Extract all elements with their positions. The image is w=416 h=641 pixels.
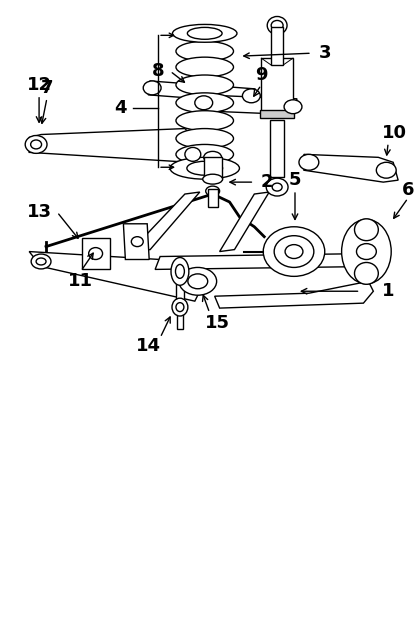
Ellipse shape [179,267,217,296]
Ellipse shape [206,186,220,196]
Ellipse shape [176,93,233,113]
Ellipse shape [272,183,282,191]
Ellipse shape [243,89,260,103]
Polygon shape [130,192,200,251]
Bar [260,110,294,118]
Polygon shape [82,238,109,269]
Ellipse shape [173,24,237,42]
Ellipse shape [187,28,222,39]
Ellipse shape [143,81,161,95]
Ellipse shape [170,157,240,179]
Bar [176,271,184,301]
Bar [261,58,293,113]
Text: 6: 6 [402,181,414,199]
Text: 13: 13 [27,203,52,221]
Text: 7: 7 [41,79,53,97]
Ellipse shape [357,244,376,260]
Ellipse shape [195,96,213,110]
Ellipse shape [188,274,208,288]
Ellipse shape [31,254,51,269]
Ellipse shape [376,162,396,178]
Ellipse shape [176,129,233,149]
Ellipse shape [172,298,188,316]
Text: 3: 3 [319,44,331,62]
Bar [208,189,218,207]
Ellipse shape [187,162,223,175]
Text: 14: 14 [136,337,161,355]
Ellipse shape [176,57,233,77]
Polygon shape [215,281,373,308]
Ellipse shape [263,227,325,276]
Text: 8: 8 [152,62,164,80]
Ellipse shape [299,154,319,171]
Text: 1: 1 [382,282,394,300]
Polygon shape [29,251,200,301]
Ellipse shape [176,144,233,164]
Text: 5: 5 [289,171,301,189]
Text: 15: 15 [205,314,230,332]
Ellipse shape [176,265,184,278]
Ellipse shape [176,41,233,61]
Ellipse shape [25,135,47,153]
Polygon shape [155,254,373,269]
Bar [271,28,283,65]
Ellipse shape [185,147,201,162]
Polygon shape [124,224,149,260]
Text: 10: 10 [382,124,407,142]
Ellipse shape [31,140,42,149]
Ellipse shape [203,174,223,184]
Ellipse shape [89,247,103,260]
Polygon shape [200,95,297,115]
Bar [270,120,284,177]
Ellipse shape [285,245,303,258]
Polygon shape [148,81,255,103]
Ellipse shape [342,219,391,284]
Ellipse shape [36,258,46,265]
Text: 2: 2 [261,173,273,191]
Text: 4: 4 [114,99,126,117]
Ellipse shape [354,219,378,240]
Polygon shape [304,154,398,182]
Ellipse shape [176,75,233,95]
Bar [204,157,222,179]
Polygon shape [29,129,200,162]
Ellipse shape [204,151,222,163]
Ellipse shape [131,237,143,247]
Ellipse shape [176,303,184,312]
Ellipse shape [266,178,288,196]
Text: 12: 12 [27,76,52,94]
Ellipse shape [267,17,287,35]
Ellipse shape [284,100,302,113]
Bar [177,307,183,329]
Ellipse shape [271,21,283,30]
Ellipse shape [176,111,233,131]
Ellipse shape [274,236,314,267]
Ellipse shape [354,262,378,285]
Text: 9: 9 [255,66,267,84]
Ellipse shape [171,258,189,285]
Polygon shape [220,192,269,251]
Text: 11: 11 [68,272,93,290]
